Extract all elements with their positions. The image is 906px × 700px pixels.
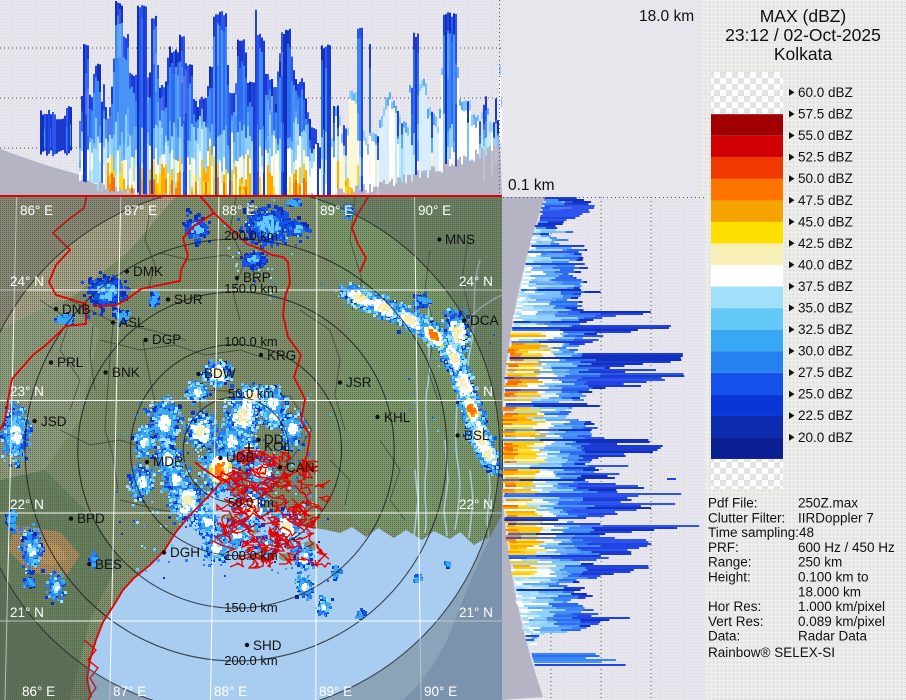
svg-text:100.0 km: 100.0 km: [224, 334, 277, 349]
svg-text:50.0 km: 50.0 km: [228, 495, 274, 510]
svg-text:JSR: JSR: [346, 375, 372, 390]
svg-text:BSL: BSL: [464, 428, 490, 443]
svg-text:Range:: Range:: [708, 555, 752, 570]
svg-text:DGP: DGP: [152, 332, 181, 347]
svg-text:CAN: CAN: [286, 460, 315, 475]
svg-text:ASL: ASL: [119, 315, 145, 330]
svg-text:55.0 dBZ: 55.0 dBZ: [798, 128, 853, 143]
svg-text:150.0 km: 150.0 km: [224, 281, 277, 296]
svg-text:86° E: 86° E: [22, 684, 55, 699]
svg-text:89° E: 89° E: [320, 203, 353, 218]
svg-text:MNS: MNS: [445, 232, 475, 247]
svg-text:BES: BES: [95, 557, 122, 572]
svg-text:23° N: 23° N: [10, 384, 44, 399]
svg-text:89° E: 89° E: [319, 684, 352, 699]
svg-text:23° N: 23° N: [459, 384, 493, 399]
svg-text:Time sampling:48: Time sampling:48: [708, 525, 814, 540]
svg-text:BRP: BRP: [243, 270, 271, 285]
svg-text:MDP: MDP: [153, 454, 183, 469]
svg-text:88° E: 88° E: [222, 203, 255, 218]
svg-text:600 Hz / 450 Hz: 600 Hz / 450 Hz: [798, 540, 895, 555]
svg-text:37.5 dBZ: 37.5 dBZ: [798, 279, 853, 294]
svg-text:SHD: SHD: [253, 638, 282, 653]
svg-text:KRG: KRG: [267, 348, 296, 363]
svg-text:86° E: 86° E: [20, 203, 53, 218]
svg-text:0.1 km: 0.1 km: [508, 177, 555, 194]
svg-text:88° E: 88° E: [214, 684, 247, 699]
svg-text:60.0 dBZ: 60.0 dBZ: [798, 85, 853, 100]
svg-text:50.0 dBZ: 50.0 dBZ: [798, 171, 853, 186]
svg-text:JSD: JSD: [41, 414, 67, 429]
svg-text:KOL: KOL: [264, 439, 292, 454]
svg-text:18.0 km: 18.0 km: [639, 8, 694, 25]
svg-text:47.5 dBZ: 47.5 dBZ: [798, 193, 853, 208]
svg-text:21° N: 21° N: [10, 605, 44, 620]
svg-text:90° E: 90° E: [424, 684, 457, 699]
svg-text:BNK: BNK: [112, 365, 140, 380]
svg-text:30.0 dBZ: 30.0 dBZ: [798, 344, 853, 359]
svg-text:90° E: 90° E: [418, 203, 451, 218]
svg-text:23:12 / 02-Oct-2025: 23:12 / 02-Oct-2025: [725, 25, 881, 45]
svg-text:MAX (dBZ): MAX (dBZ): [760, 6, 847, 26]
svg-text:Height:: Height:: [708, 570, 751, 585]
svg-text:Clutter Filter:: Clutter Filter:: [708, 510, 785, 525]
svg-text:0.100 km to: 0.100 km to: [798, 570, 869, 585]
svg-text:UDB: UDB: [226, 450, 255, 465]
svg-text:Rainbow® SELEX-SI: Rainbow® SELEX-SI: [708, 645, 835, 660]
svg-text:22° N: 22° N: [10, 497, 44, 512]
svg-text:24° N: 24° N: [10, 274, 44, 289]
svg-text:Kolkata: Kolkata: [774, 44, 833, 64]
svg-text:52.5 dBZ: 52.5 dBZ: [798, 150, 853, 165]
svg-text:35.0 dBZ: 35.0 dBZ: [798, 301, 853, 316]
svg-text:40.0 dBZ: 40.0 dBZ: [798, 257, 853, 272]
svg-text:20.0 dBZ: 20.0 dBZ: [798, 430, 853, 445]
svg-text:45.0 dBZ: 45.0 dBZ: [798, 214, 853, 229]
svg-text:BDW: BDW: [204, 366, 236, 381]
svg-text:250Z.max: 250Z.max: [798, 496, 858, 511]
svg-text:50.0 km: 50.0 km: [228, 386, 274, 401]
svg-text:SUR: SUR: [174, 292, 203, 307]
svg-text:IIRDoppler 7: IIRDoppler 7: [798, 510, 874, 525]
svg-text:PRL: PRL: [57, 355, 84, 370]
svg-text:21° N: 21° N: [459, 605, 493, 620]
svg-text:22° N: 22° N: [459, 497, 493, 512]
svg-text:DD: DD: [264, 432, 284, 447]
svg-text:22.5 dBZ: 22.5 dBZ: [798, 408, 853, 423]
svg-text:42.5 dBZ: 42.5 dBZ: [798, 236, 853, 251]
svg-text:DCA: DCA: [470, 313, 499, 328]
svg-text:Hor Res:: Hor Res:: [708, 599, 761, 614]
svg-text:57.5 dBZ: 57.5 dBZ: [798, 107, 853, 122]
svg-text:32.5 dBZ: 32.5 dBZ: [798, 322, 853, 337]
svg-text:150.0 km: 150.0 km: [224, 600, 277, 615]
svg-text:Data:: Data:: [708, 629, 740, 644]
svg-text:0.089 km/pixel: 0.089 km/pixel: [798, 614, 885, 629]
svg-text:24° N: 24° N: [459, 274, 493, 289]
svg-text:87° E: 87° E: [124, 203, 157, 218]
svg-text:KHL: KHL: [384, 410, 411, 425]
svg-text:18.000 km: 18.000 km: [798, 584, 861, 599]
svg-text:1.000 km/pixel: 1.000 km/pixel: [798, 599, 885, 614]
svg-text:200.0 km: 200.0 km: [224, 653, 277, 668]
svg-text:DGH: DGH: [170, 545, 200, 560]
svg-text:PRF:: PRF:: [708, 540, 739, 555]
svg-text:100.0 km: 100.0 km: [224, 548, 277, 563]
svg-text:DMK: DMK: [133, 264, 163, 279]
svg-text:25.0 dBZ: 25.0 dBZ: [798, 387, 853, 402]
svg-text:87° E: 87° E: [113, 684, 146, 699]
svg-text:Pdf File:: Pdf File:: [708, 496, 758, 511]
svg-text:27.5 dBZ: 27.5 dBZ: [798, 365, 853, 380]
svg-text:250 km: 250 km: [798, 555, 842, 570]
svg-text:DNB: DNB: [62, 302, 91, 317]
svg-text:200.0 km: 200.0 km: [224, 228, 277, 243]
svg-text:Vert Res:: Vert Res:: [708, 614, 764, 629]
svg-text:BPD: BPD: [77, 511, 105, 526]
svg-text:Radar Data: Radar Data: [798, 629, 868, 644]
